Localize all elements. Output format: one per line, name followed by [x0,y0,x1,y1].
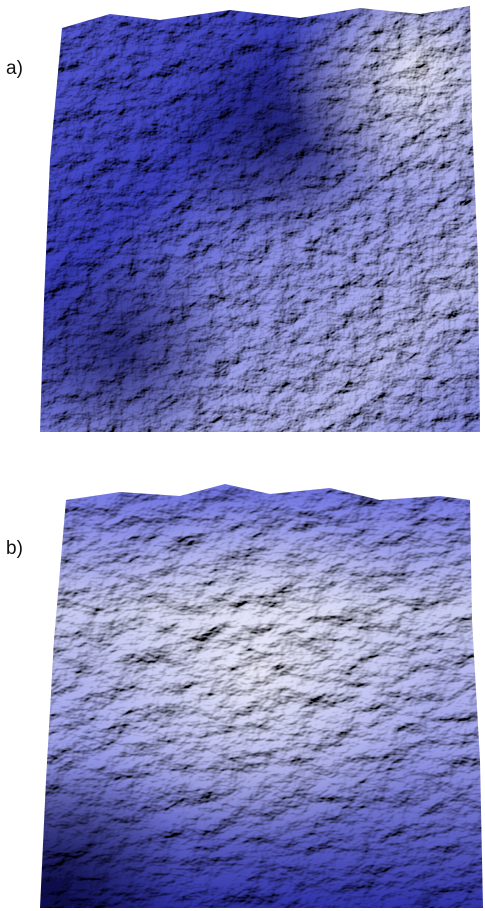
panel-label: b) [6,538,23,559]
surface-image-a [30,0,485,440]
panel-label: a) [6,58,23,79]
page: a) b) (() => { const data = JSON.parse(d… [0,0,485,911]
surface-image-b [30,480,485,911]
figure: a) b) [0,0,485,911]
